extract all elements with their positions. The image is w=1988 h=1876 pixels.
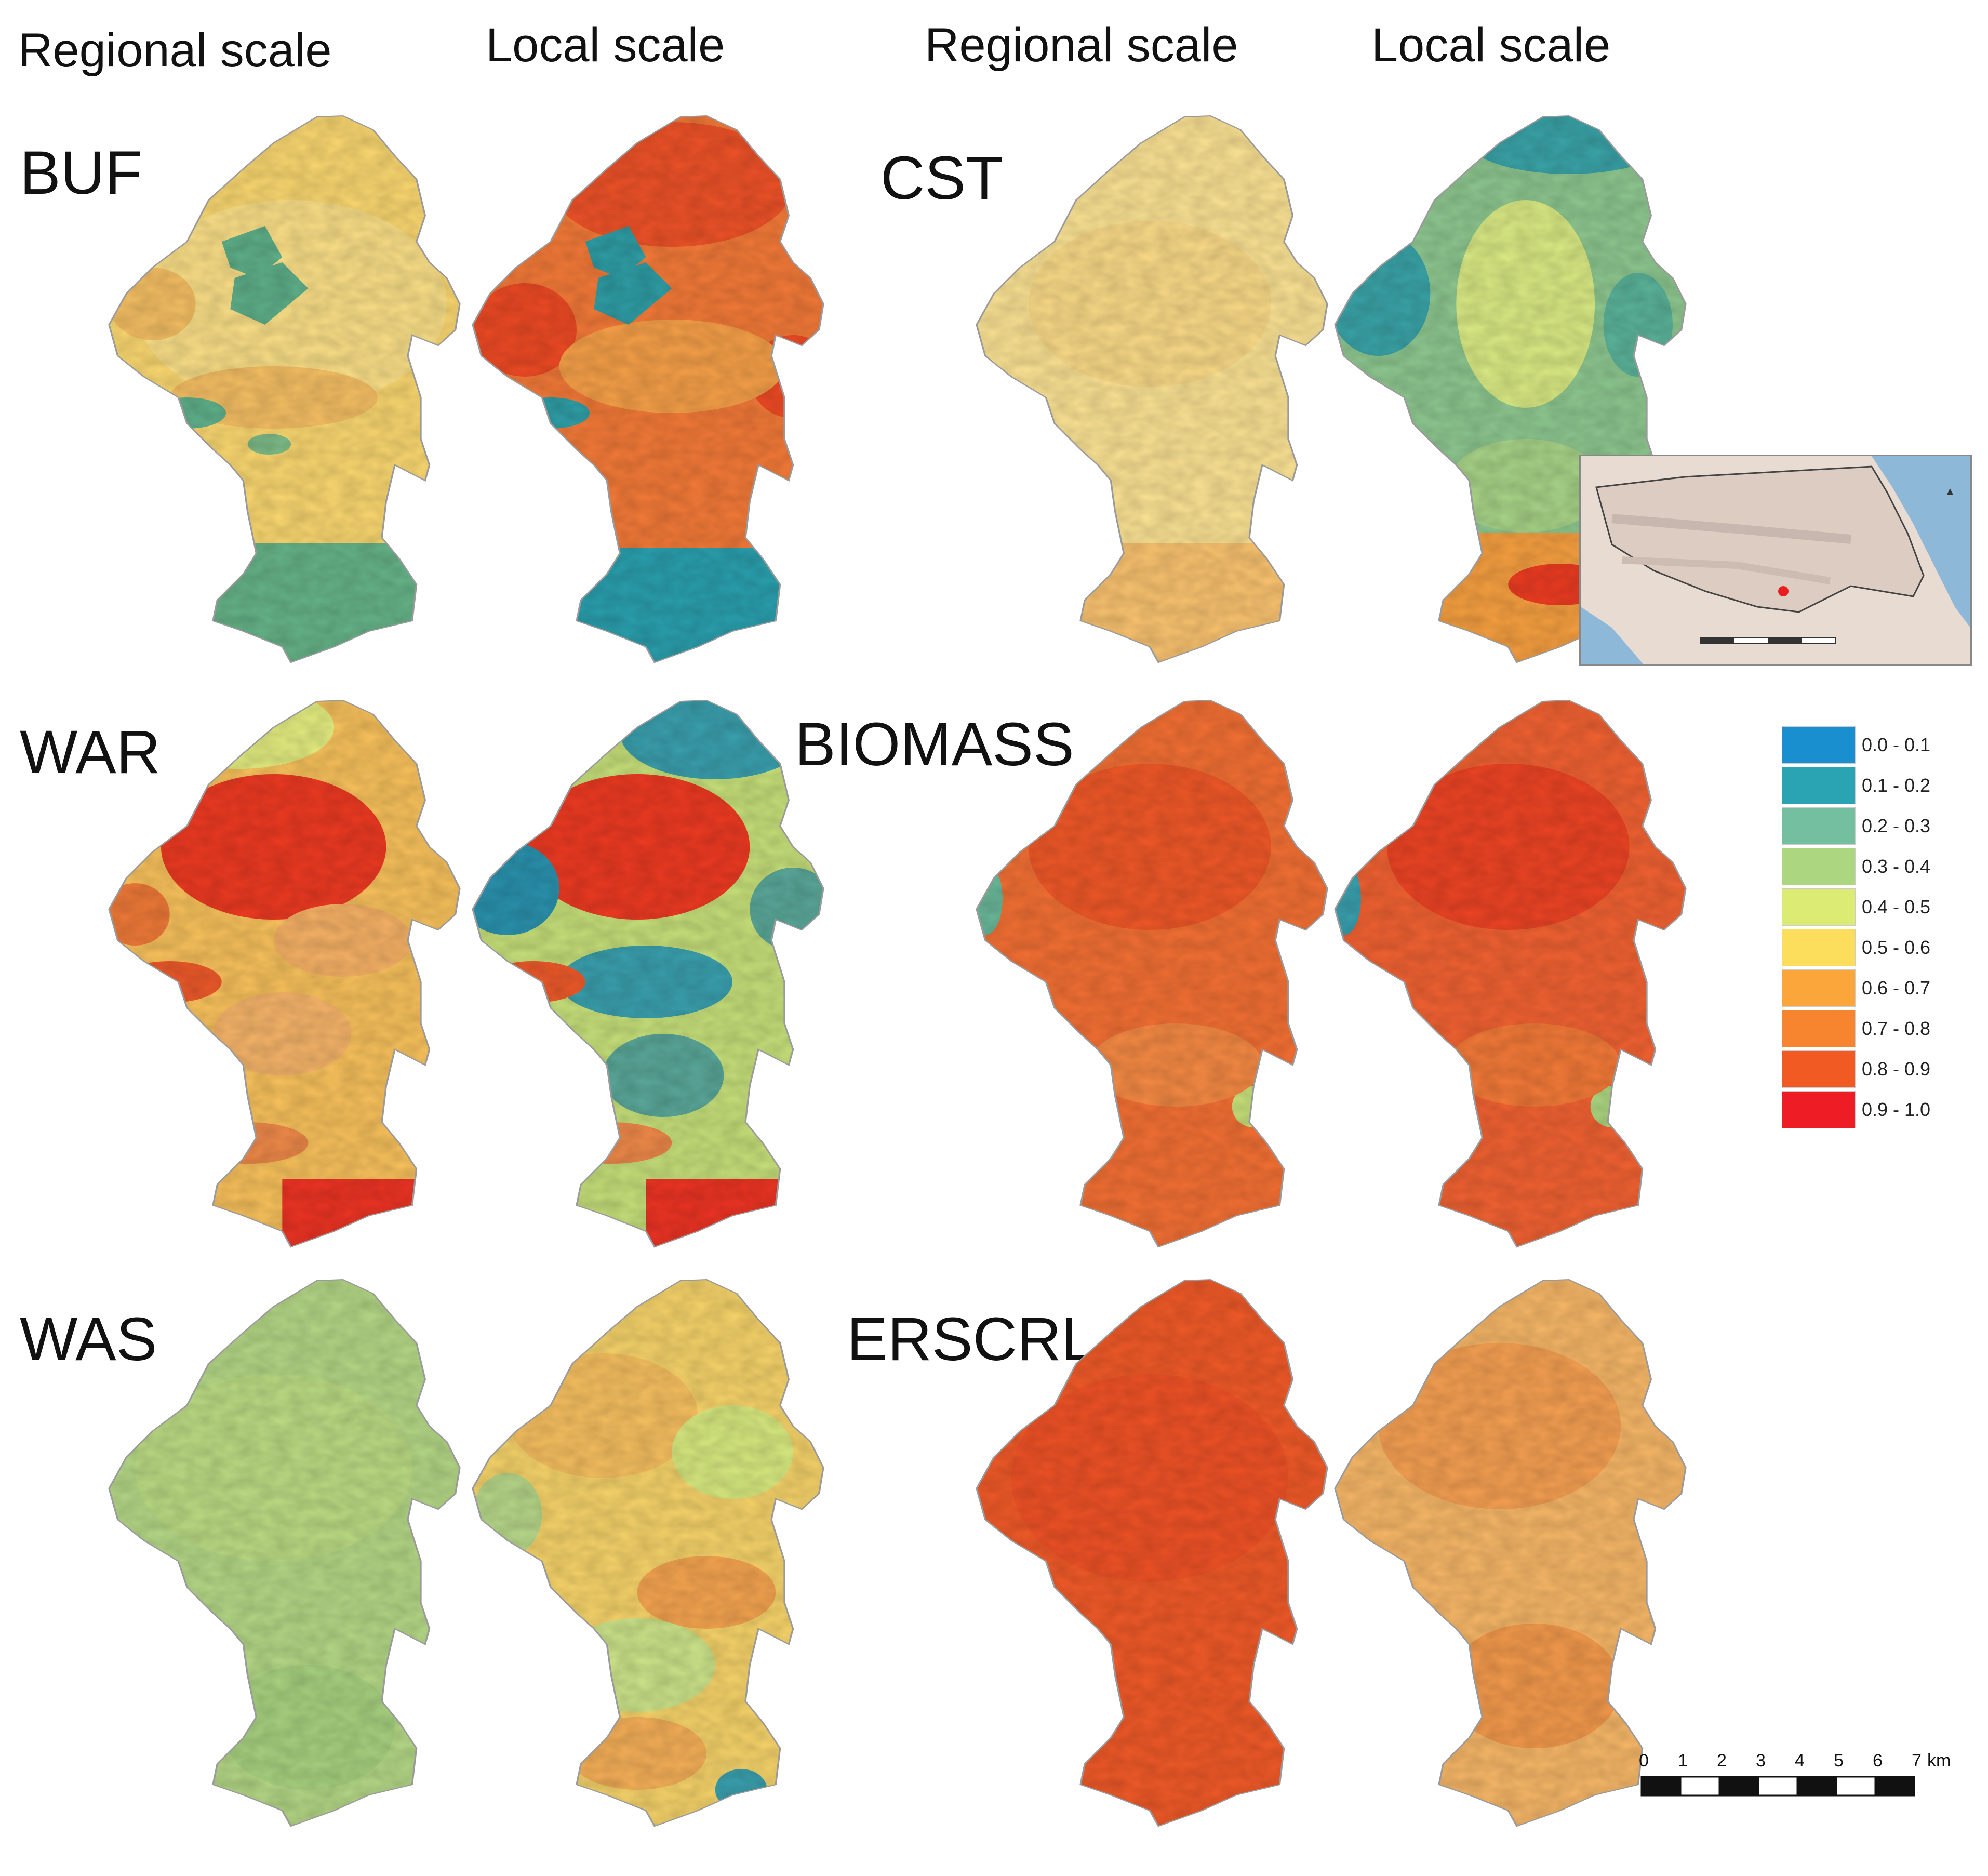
header-regional-scale-2: Regional scale [925,19,1238,72]
legend-swatch [1782,888,1856,926]
legend-item: 0.2 - 0.3 [1782,806,1930,846]
legend-item: 0.9 - 1.0 [1782,1089,1930,1130]
label-biomass: BIOMASS [795,710,1074,779]
legend-item: 0.5 - 0.6 [1782,927,1930,968]
legend-item: 0.7 - 0.8 [1782,1008,1930,1049]
scale-tick-label: 7 [1912,1751,1922,1771]
legend-swatch [1782,969,1856,1007]
header-local-scale-2: Local scale [1371,19,1611,72]
map-biomass-local [1334,699,1687,1248]
location-marker-icon [1778,586,1789,596]
scale-tick-label: 3 [1756,1751,1766,1771]
map-war-regional [108,699,461,1248]
scale-tick-label: 6 [1873,1751,1883,1771]
legend-item: 0.0 - 0.1 [1782,725,1930,765]
map-war-local [472,699,824,1248]
legend-swatch [1782,929,1856,966]
header-regional-scale-1: Regional scale [18,24,332,77]
label-cst: CST [880,144,1003,212]
scale-tick-label: 5 [1834,1751,1844,1771]
header-local-scale-1: Local scale [486,19,725,72]
label-was: WAS [20,1305,157,1374]
legend-item: 0.1 - 0.2 [1782,765,1930,806]
scale-tick-label: 2 [1717,1751,1727,1771]
map-was-regional [108,1279,461,1827]
map-was-local [472,1279,824,1827]
map-biomass-regional [976,699,1328,1248]
legend-swatch [1782,848,1856,885]
location-inset-map: ▲ [1579,455,1972,666]
map-buf-local [472,115,824,663]
legend: 0.0 - 0.1 0.1 - 0.2 0.2 - 0.3 0.3 - 0.4 … [1782,725,1930,1130]
legend-swatch [1782,726,1856,764]
map-erscrl-local [1334,1279,1687,1827]
scale-tick-label: 1 [1678,1751,1688,1771]
map-erscrl-regional [976,1279,1328,1827]
legend-swatch [1782,1050,1856,1088]
north-arrow-icon: ▲ [1944,485,1956,498]
label-buf: BUF [20,139,142,207]
map-buf-regional [108,115,461,663]
legend-item: 0.3 - 0.4 [1782,846,1930,887]
map-cst-regional [976,115,1328,663]
legend-swatch [1782,1010,1856,1047]
legend-item: 0.6 - 0.7 [1782,968,1930,1008]
scale-unit-label: km [1927,1751,1951,1771]
legend-swatch [1782,1091,1856,1128]
legend-swatch [1782,807,1856,845]
label-erscrl: ERSCRL [847,1305,1096,1374]
label-war: WAR [20,718,161,787]
scale-tick-label: 0 [1639,1751,1649,1771]
legend-swatch [1782,767,1856,804]
legend-item: 0.4 - 0.5 [1782,887,1930,927]
scale-bar: 0 1 2 3 4 5 6 7 km [1639,1751,1951,1797]
scale-tick-label: 4 [1795,1751,1805,1771]
legend-item: 0.8 - 0.9 [1782,1049,1930,1089]
